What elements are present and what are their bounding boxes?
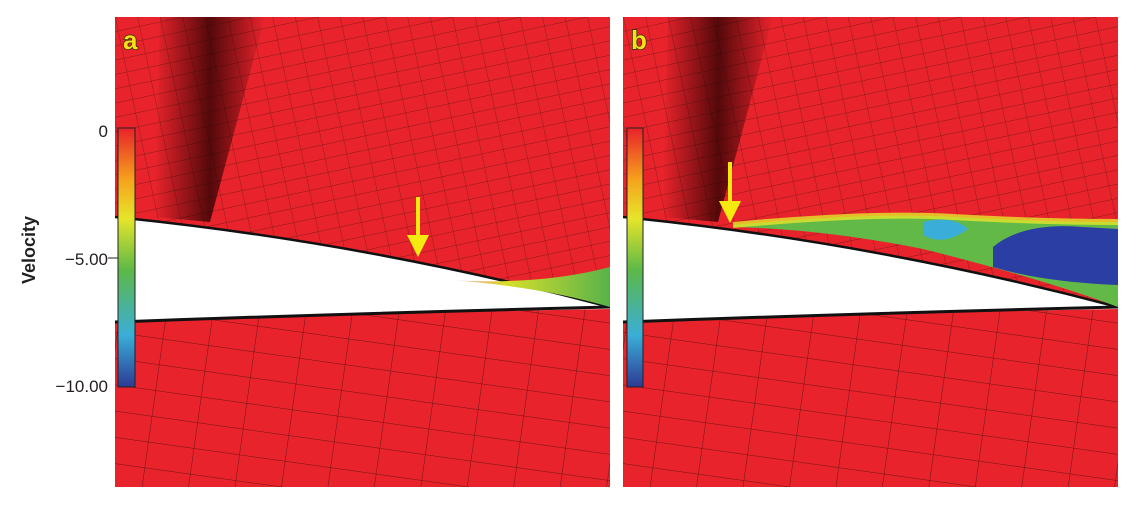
colorbar-tick: 0	[99, 122, 108, 141]
colorbar	[117, 127, 136, 388]
panel-label: b	[631, 25, 647, 55]
colorbar-tick: −5.00	[65, 250, 108, 269]
colorbar-label: Velocity	[19, 216, 39, 284]
panel-b	[623, 17, 1118, 487]
colorbar	[626, 127, 644, 388]
panel-label: a	[123, 25, 138, 55]
colorbar-tick: −10.00	[56, 377, 108, 396]
panel-a	[115, 17, 610, 487]
